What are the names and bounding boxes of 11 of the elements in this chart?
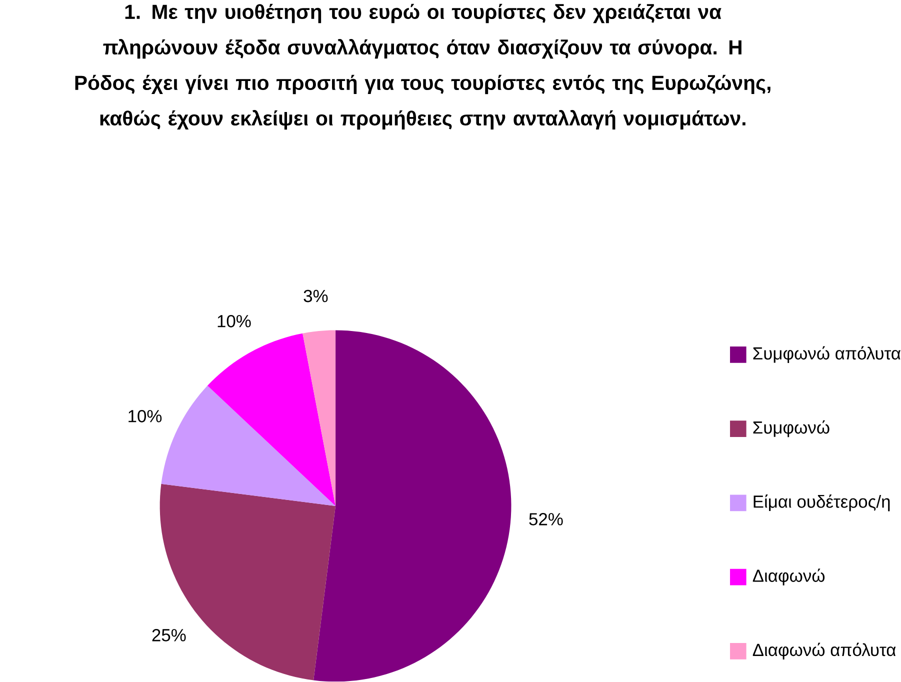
data-label: 25% <box>152 629 186 642</box>
legend-label: Διαφωνώ <box>752 568 825 586</box>
data-label: 3% <box>304 290 328 302</box>
chart-title: 1. Με την υιοθέτηση του ευρώ οι τουρίστες δεν χρειάζεται να πληρώνουν έξοδα συναλλάγματος όταν διασχίζουν τα σύνορα. Η Ρόδος έχει γίνει πιο προσιτή για τους τουρίστες εντός της Ευρωζώνης, καθώς έχουν εκλείψει οι προμήθειες στην ανταλλαγή νομισμάτων. <box>75 4 770 130</box>
legend-label: Συμφωνώ απόλυτα <box>753 346 900 364</box>
data-label: 10% <box>218 315 251 328</box>
legend-label: Συμφωνώ <box>753 420 830 438</box>
data-label: 52% <box>529 513 563 526</box>
data-label: 10% <box>128 410 162 423</box>
legend-label: Διαφωνώ απόλυτα <box>752 642 896 660</box>
legend-label: Είμαι ουδέτερος/η <box>754 494 890 512</box>
